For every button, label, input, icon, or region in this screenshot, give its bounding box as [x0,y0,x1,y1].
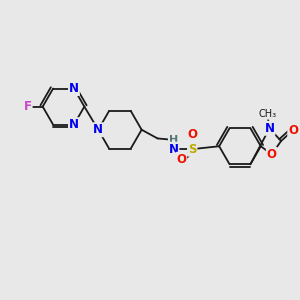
Text: O: O [188,128,198,141]
Text: CH₃: CH₃ [258,109,276,119]
Text: F: F [24,100,32,113]
Text: O: O [176,153,186,166]
Text: N: N [69,82,79,95]
Text: O: O [267,148,277,161]
Text: O: O [288,124,298,136]
Text: N: N [69,118,79,131]
Text: N: N [265,122,275,135]
Text: N: N [168,142,178,156]
Text: N: N [93,123,103,136]
Text: S: S [188,142,196,156]
Text: H: H [169,135,178,145]
